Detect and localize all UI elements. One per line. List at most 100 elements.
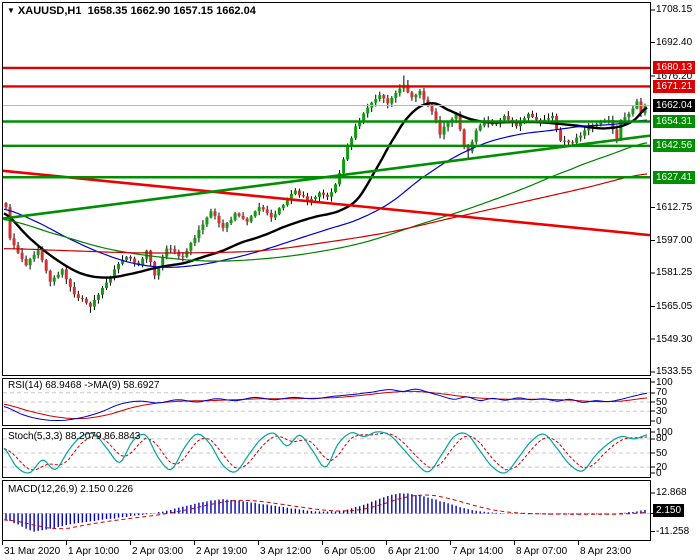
candle-bullish bbox=[454, 113, 458, 119]
candle-bullish bbox=[563, 140, 567, 142]
candle-bearish bbox=[221, 223, 225, 228]
candle-bearish bbox=[20, 252, 24, 259]
price-level-badge: 1627.41 bbox=[653, 170, 696, 184]
candle-bullish bbox=[346, 146, 350, 160]
candle-bearish bbox=[301, 195, 305, 197]
stoch-k-line bbox=[3, 431, 648, 474]
candle-bullish bbox=[398, 88, 402, 94]
candle-bearish bbox=[76, 294, 80, 299]
candle-bullish bbox=[442, 126, 446, 135]
candle-bullish bbox=[342, 159, 346, 174]
candle-bullish bbox=[474, 130, 478, 142]
time-axis-label[interactable]: 6 Apr 05:00 bbox=[324, 546, 376, 557]
candle-bearish bbox=[615, 129, 619, 139]
macd-panel bbox=[2, 480, 651, 541]
candle-bullish bbox=[189, 242, 193, 251]
candle-bullish bbox=[330, 192, 334, 197]
candlestick-series bbox=[4, 75, 647, 313]
candle-bullish bbox=[104, 282, 108, 288]
candle-bullish bbox=[587, 127, 591, 131]
ma-mid-blue bbox=[3, 119, 648, 268]
candle-bullish bbox=[277, 208, 281, 215]
candle-bullish bbox=[193, 238, 197, 243]
candle-bullish bbox=[273, 214, 277, 218]
candle-bullish bbox=[378, 95, 382, 100]
time-axis-label[interactable]: 6 Apr 21:00 bbox=[388, 546, 440, 557]
candle-bearish bbox=[430, 105, 434, 112]
candle-bullish bbox=[309, 198, 313, 201]
candle-bearish bbox=[169, 248, 173, 250]
candle-bullish bbox=[36, 250, 40, 255]
candle-bullish bbox=[547, 118, 551, 120]
candle-bullish bbox=[100, 287, 104, 295]
price-tick-label: 1581.25 bbox=[656, 267, 693, 279]
candle-bullish bbox=[575, 137, 579, 143]
indicator-scale-label: 20 bbox=[656, 461, 668, 473]
price-tick-label: 1549.30 bbox=[656, 333, 693, 345]
candle-bearish bbox=[571, 142, 575, 144]
candle-bearish bbox=[12, 238, 16, 246]
time-axis-label[interactable]: 8 Apr 07:00 bbox=[516, 546, 568, 557]
candle-bearish bbox=[639, 101, 643, 114]
candle-bearish bbox=[241, 215, 245, 219]
macd-indicator-label: MACD(12,26,9) 2.150 0.226 bbox=[8, 484, 134, 495]
candle-bullish bbox=[551, 115, 555, 119]
candle-bullish bbox=[125, 256, 129, 260]
candle-bullish bbox=[28, 258, 32, 266]
ma-slow-green bbox=[3, 142, 648, 262]
candle-bullish bbox=[635, 101, 639, 109]
candle-bullish bbox=[96, 294, 100, 300]
candle-bullish bbox=[522, 118, 526, 121]
time-axis-label[interactable]: 7 Apr 14:00 bbox=[452, 546, 504, 557]
candle-bearish bbox=[434, 111, 438, 121]
candle-bullish bbox=[225, 222, 229, 228]
candle-bearish bbox=[40, 250, 44, 261]
time-axis-label[interactable]: 2 Apr 19:00 bbox=[196, 546, 248, 557]
candle-bullish bbox=[108, 276, 112, 283]
candle-bullish bbox=[599, 121, 603, 125]
candle-bearish bbox=[48, 270, 52, 282]
candle-bullish bbox=[60, 269, 64, 275]
time-axis-label[interactable]: 3 Apr 12:00 bbox=[260, 546, 312, 557]
indicator-scale-label: 50 bbox=[656, 447, 668, 459]
candle-bullish bbox=[253, 211, 257, 217]
symbol-ohlc-text: 1658.35 1662.90 1657.15 1662.04 bbox=[87, 5, 256, 17]
price-level-badge: 1680.13 bbox=[653, 61, 696, 75]
time-axis-label[interactable]: 2 Apr 03:00 bbox=[132, 546, 184, 557]
candle-bearish bbox=[297, 190, 301, 196]
price-level-badge: 1671.21 bbox=[653, 79, 696, 93]
candle-bearish bbox=[261, 207, 265, 210]
candle-bearish bbox=[530, 113, 534, 118]
candle-bullish bbox=[414, 94, 418, 98]
candle-bearish bbox=[8, 207, 12, 239]
candle-bullish bbox=[201, 224, 205, 230]
macd-value-badge: 2.150 bbox=[653, 503, 685, 517]
candle-bearish bbox=[173, 249, 177, 252]
stoch-d-line bbox=[3, 432, 648, 471]
candle-bearish bbox=[506, 115, 510, 120]
candle-bearish bbox=[386, 98, 390, 104]
candle-bearish bbox=[24, 258, 28, 266]
candle-bearish bbox=[44, 260, 48, 271]
descending-resistance-trendline[interactable] bbox=[2, 169, 651, 237]
symbol-dropdown-icon[interactable]: ▼ bbox=[7, 6, 15, 15]
time-axis-label[interactable]: 1 Apr 10:00 bbox=[68, 546, 120, 557]
candle-bullish bbox=[502, 115, 506, 120]
candle-bullish bbox=[366, 107, 370, 114]
candle-bullish bbox=[117, 263, 121, 270]
candle-bullish bbox=[313, 196, 317, 199]
time-axis-label[interactable]: 31 Mar 2020 bbox=[4, 546, 61, 557]
candle-bearish bbox=[534, 117, 538, 120]
price-tick-label: 1692.40 bbox=[656, 37, 693, 49]
candle-bullish bbox=[257, 207, 261, 212]
candle-bullish bbox=[526, 113, 530, 119]
candle-bullish bbox=[157, 268, 161, 276]
time-axis-label[interactable]: 8 Apr 23:00 bbox=[580, 546, 632, 557]
candle-bearish bbox=[422, 91, 426, 100]
candle-bullish bbox=[478, 125, 482, 131]
indicator-scale-label: 12.868 bbox=[656, 487, 687, 499]
candle-bullish bbox=[390, 97, 394, 104]
candle-bearish bbox=[321, 192, 325, 195]
indicator-scale-label: 50 bbox=[656, 396, 668, 408]
